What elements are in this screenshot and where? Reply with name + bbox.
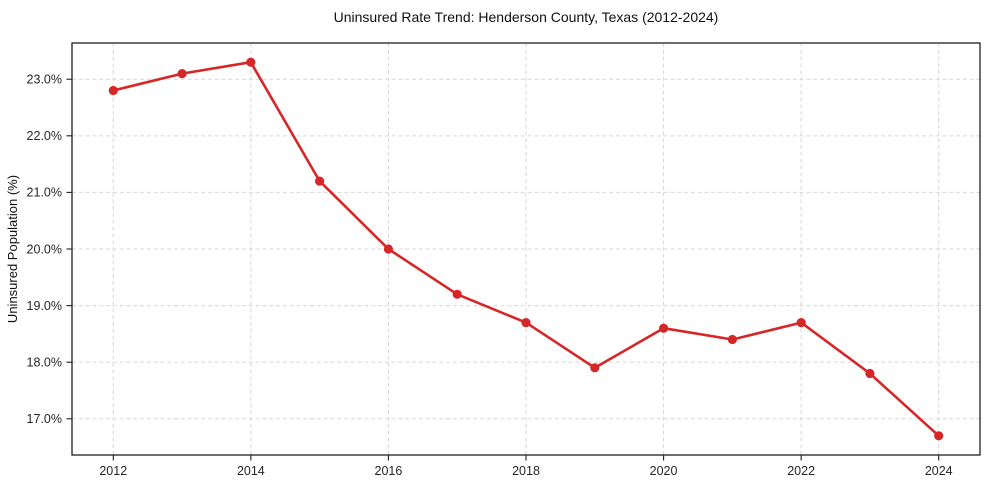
data-point-2019 [590, 363, 600, 373]
x-tick-label: 2022 [787, 464, 815, 478]
grid-layer [72, 43, 980, 455]
y-tick-label: 21.0% [27, 186, 62, 200]
x-tick-label: 2024 [925, 464, 953, 478]
data-point-2014 [246, 57, 256, 67]
data-point-2013 [177, 69, 187, 79]
trend-line-series [108, 57, 944, 441]
data-point-2017 [452, 289, 462, 299]
y-tick-label: 19.0% [27, 299, 62, 313]
y-tick-label: 18.0% [27, 355, 62, 369]
axes-layer [66, 42, 981, 461]
tick-label-layer: 2012 2014 2016 2018 2020 2022 2024 17.0% 18.0% 19… [27, 73, 953, 478]
y-tick-label: 17.0% [27, 412, 62, 426]
chart-title: Uninsured Rate Trend: Henderson County, … [334, 9, 719, 25]
y-axis-label: Uninsured Population (%) [5, 175, 20, 323]
x-tick-label: 2012 [99, 464, 127, 478]
data-point-2012 [108, 85, 118, 96]
data-point-2021 [727, 334, 738, 345]
data-point-2020 [659, 323, 669, 333]
x-tick-label: 2020 [650, 464, 678, 478]
y-tick-label: 23.0% [27, 73, 62, 87]
data-point-2023 [865, 368, 875, 379]
data-point-2015 [315, 176, 325, 186]
y-tick-label: 20.0% [27, 242, 62, 256]
x-tick-label: 2018 [512, 464, 540, 478]
data-point-2022 [796, 318, 806, 328]
y-tick-label: 22.0% [27, 129, 62, 143]
data-point-2018 [521, 318, 531, 328]
data-point-2024 [934, 431, 944, 441]
data-point-2016 [383, 244, 393, 254]
x-tick-label: 2016 [375, 464, 403, 478]
x-tick-label: 2014 [237, 464, 265, 478]
